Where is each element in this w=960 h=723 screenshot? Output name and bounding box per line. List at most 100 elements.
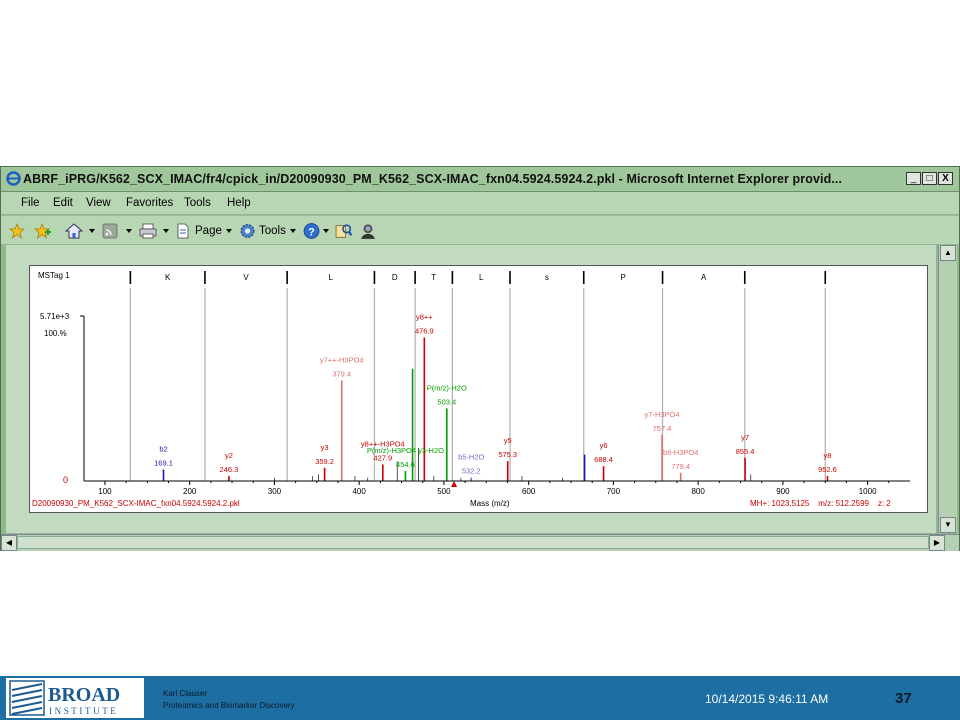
x-axis-label: Mass (m/z) bbox=[470, 499, 510, 508]
minimize-button[interactable]: _ bbox=[906, 172, 921, 185]
menu-favorites[interactable]: Favorites bbox=[126, 197, 174, 209]
sequence-residue: K bbox=[165, 273, 171, 282]
peak-ion-label: y5 bbox=[504, 436, 512, 445]
peak-mz-label: 779.4 bbox=[671, 462, 690, 471]
sequence-residue: D bbox=[392, 273, 398, 282]
sequence-residue: s bbox=[545, 273, 549, 282]
horizontal-scrollbar[interactable]: ◀ ▶ bbox=[1, 534, 959, 551]
peak-ion-label: b5-H2O bbox=[458, 453, 484, 462]
menu-help[interactable]: Help bbox=[227, 197, 251, 209]
svg-text:?: ? bbox=[308, 226, 314, 238]
peak-mz-label: 379.4 bbox=[332, 369, 351, 378]
window-title: ABRF_iPRG/K562_SCX_IMAC/fr4/cpick_in/D20… bbox=[23, 172, 843, 186]
help-dropdown-icon[interactable] bbox=[323, 229, 329, 233]
peak-mz-label: 359.2 bbox=[315, 457, 334, 466]
sequence-residue: L bbox=[329, 273, 334, 282]
peak-mz-label: 575.3 bbox=[498, 450, 517, 459]
feeds-dropdown-icon[interactable] bbox=[126, 229, 132, 233]
broad-institute-logo: BROAD INSTITUTE bbox=[6, 678, 144, 718]
scroll-right-button[interactable]: ▶ bbox=[929, 535, 945, 551]
slide-footer: BROAD INSTITUTE Karl Clauser Proteomics … bbox=[0, 676, 960, 720]
presenter-name: Karl Clauser bbox=[163, 689, 208, 698]
peak-ion-label: y7 bbox=[741, 433, 749, 442]
close-button[interactable]: X bbox=[938, 172, 953, 185]
home-icon[interactable] bbox=[65, 222, 83, 240]
tools-dropdown-icon[interactable] bbox=[290, 229, 296, 233]
menu-edit[interactable]: Edit bbox=[53, 197, 73, 209]
page-dropdown-icon[interactable] bbox=[226, 229, 232, 233]
peak-ion-label: y2 bbox=[225, 451, 233, 460]
print-icon[interactable] bbox=[139, 222, 157, 240]
x-tick-label: 500 bbox=[437, 487, 451, 496]
slide-datetime: 10/14/2015 9:46:11 AM bbox=[705, 692, 829, 706]
sequence-residue: P bbox=[620, 273, 625, 282]
x-tick-label: 700 bbox=[607, 487, 621, 496]
peak-ion-label: y7-H3PO4 bbox=[645, 410, 680, 419]
sequence-residue: V bbox=[243, 273, 249, 282]
messenger-icon[interactable] bbox=[359, 222, 377, 240]
tools-gear-icon[interactable] bbox=[239, 222, 256, 240]
x-tick-label: 100 bbox=[98, 487, 112, 496]
sequence-residue: A bbox=[701, 273, 707, 282]
peak-mz-label: 532.2 bbox=[462, 467, 481, 476]
page-icon[interactable] bbox=[175, 222, 191, 240]
peak-mz-label: 427.9 bbox=[373, 454, 392, 463]
menu-tools[interactable]: Tools bbox=[184, 197, 211, 209]
peak-mz-label: 454.6 bbox=[396, 460, 415, 469]
ie-logo-icon bbox=[6, 171, 21, 186]
peak-mz-label: 952.6 bbox=[818, 465, 837, 474]
print-dropdown-icon[interactable] bbox=[163, 229, 169, 233]
maximize-button[interactable]: □ bbox=[922, 172, 937, 185]
vertical-scrollbar[interactable]: ▲ ▼ bbox=[938, 245, 957, 533]
peak-ion-label: P(m/z)-H3PO4 y3-H2O bbox=[367, 446, 444, 455]
x-tick-label: 900 bbox=[776, 487, 790, 496]
command-bar: Page Tools ? bbox=[1, 215, 959, 244]
add-favorite-icon[interactable] bbox=[34, 222, 52, 240]
logo-subtitle: INSTITUTE bbox=[49, 706, 118, 716]
tools-menu-label[interactable]: Tools bbox=[259, 225, 286, 237]
menu-file[interactable]: File bbox=[21, 197, 40, 209]
menu-bar: File Edit View Favorites Tools Help bbox=[1, 192, 959, 214]
sequence-residue: L bbox=[479, 273, 484, 282]
scroll-down-button[interactable]: ▼ bbox=[940, 517, 956, 533]
intensity-max-label: 5.71e+3 bbox=[40, 312, 70, 321]
peak-mz-label: 503.4 bbox=[437, 397, 456, 406]
peak-mz-label: 757.4 bbox=[653, 424, 672, 433]
slide-number: 37 bbox=[895, 690, 912, 707]
ms-tag-label: MSTag 1 bbox=[38, 271, 70, 280]
percent-label: 100.% bbox=[44, 329, 67, 338]
peak-mz-label: 476.9 bbox=[415, 326, 434, 335]
peak-ion-label: b8-H3PO4 bbox=[663, 448, 698, 457]
precursor-info: MH+: 1023.5125 m/z: 512.2599 z: 2 bbox=[750, 499, 891, 508]
presenter-info: Karl Clauser Proteomics and Biomarker Di… bbox=[163, 688, 295, 712]
presenter-department: Proteomics and Biomarker Discovery bbox=[163, 701, 295, 710]
sequence-residue: T bbox=[431, 273, 436, 282]
zero-label: 0 bbox=[63, 475, 68, 485]
peak-ion-label: y3 bbox=[321, 443, 329, 452]
home-dropdown-icon[interactable] bbox=[89, 229, 95, 233]
peak-ion-label: P(m/z)-H2O bbox=[427, 383, 467, 392]
scroll-left-button[interactable]: ◀ bbox=[1, 535, 17, 551]
peak-ion-label: y8 bbox=[824, 451, 832, 460]
x-tick-label: 1000 bbox=[859, 487, 877, 496]
title-bar[interactable]: ABRF_iPRG/K562_SCX_IMAC/fr4/cpick_in/D20… bbox=[1, 167, 959, 192]
favorites-star-icon[interactable] bbox=[9, 222, 25, 240]
help-icon[interactable]: ? bbox=[303, 222, 320, 240]
peak-ion-label: y8++-H3PO4 bbox=[361, 440, 405, 449]
scroll-up-button[interactable]: ▲ bbox=[940, 245, 956, 261]
x-tick-label: 800 bbox=[691, 487, 705, 496]
peak-mz-label: 169.1 bbox=[154, 458, 173, 467]
x-tick-label: 200 bbox=[183, 487, 197, 496]
page-menu-label[interactable]: Page bbox=[195, 225, 222, 237]
peak-ion-label: y8++ bbox=[416, 312, 433, 321]
peak-mz-label: 246.3 bbox=[220, 465, 239, 474]
menu-view[interactable]: View bbox=[86, 197, 111, 209]
x-tick-label: 400 bbox=[352, 487, 366, 496]
peak-ion-label: y7++-H3PO4 bbox=[320, 355, 364, 364]
feeds-icon[interactable] bbox=[102, 222, 118, 240]
horizontal-scroll-thumb[interactable] bbox=[17, 536, 929, 549]
spectrum-filename: D20090930_PM_K562_SCX-IMAC_fxn04.5924.59… bbox=[32, 499, 240, 508]
research-icon[interactable] bbox=[335, 222, 352, 240]
